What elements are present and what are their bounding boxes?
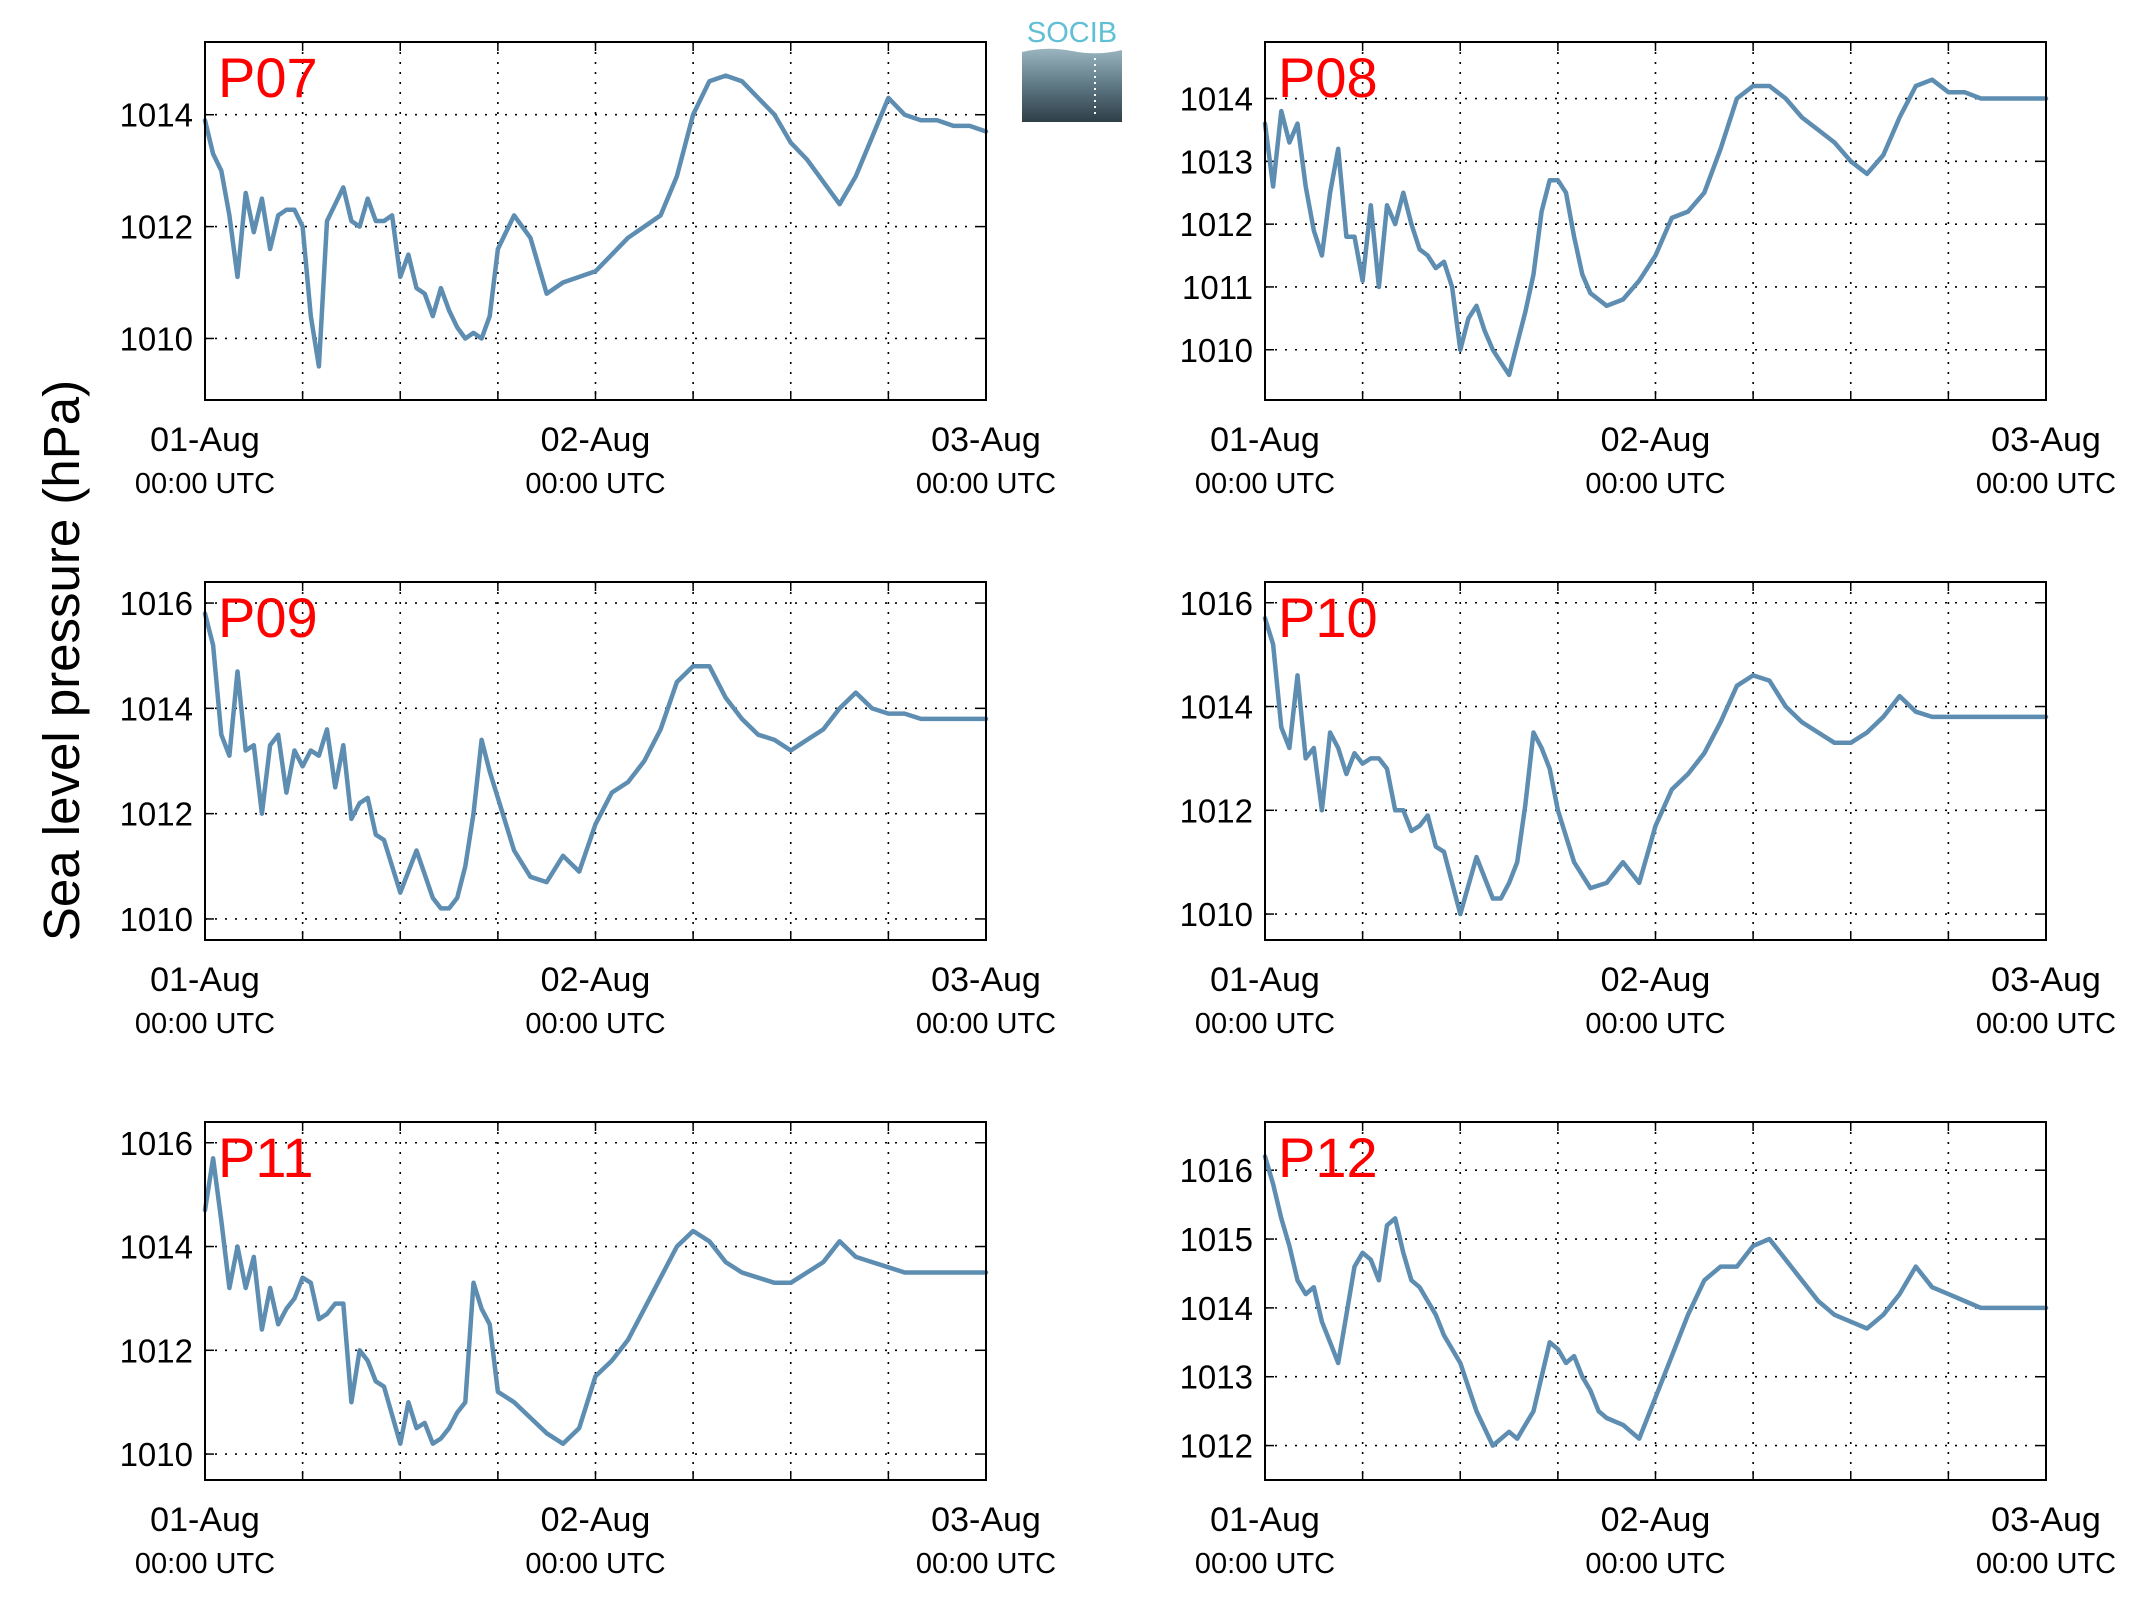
x-tick-sublabel: 00:00 UTC — [135, 468, 275, 500]
plot-area — [1265, 582, 2046, 940]
plot-area — [205, 42, 986, 400]
socib-logo: SOCIB — [1022, 18, 1122, 122]
panel-title: P12 — [1278, 1126, 1378, 1189]
x-tick-label: 02-Aug — [541, 961, 651, 999]
y-tick-label: 1014 — [1180, 1290, 1253, 1327]
x-tick-label: 03-Aug — [931, 961, 1041, 999]
x-tick-label: 01-Aug — [1210, 421, 1320, 459]
x-tick-sublabel: 00:00 UTC — [1585, 468, 1725, 500]
panel-p10: 1010 1012 1014 1016 01-Aug 00:00 UTC 02-Aug 00:… — [1180, 581, 2116, 1040]
x-tick-label: 03-Aug — [1991, 421, 2101, 459]
y-tick-label: 1010 — [120, 320, 193, 357]
axes-frame — [204, 41, 987, 401]
x-tick-label: 02-Aug — [541, 421, 651, 459]
x-tick-sublabel: 00:00 UTC — [1195, 1548, 1335, 1580]
axes-frame — [1264, 41, 2047, 401]
x-tick-sublabel: 00:00 UTC — [1195, 1008, 1335, 1040]
x-tick-label: 03-Aug — [1991, 1501, 2101, 1539]
y-tick-label: 1012 — [1180, 792, 1253, 829]
panel-p12: 1012 1013 1014 1015 1016 01-Aug 00:00 UTC 02-Au… — [1180, 1121, 2116, 1580]
x-tick-label: 01-Aug — [150, 961, 260, 999]
series-line — [202, 1156, 989, 1446]
y-tick-label: 1010 — [120, 901, 193, 938]
y-tick-label: 1016 — [1180, 1152, 1253, 1189]
x-tick-sublabel: 00:00 UTC — [525, 1548, 665, 1580]
panel-p07: 1010 1012 1014 01-Aug 00:00 UTC 02-Aug 00:00 U… — [120, 41, 1056, 500]
panel-p09: 1010 1012 1014 1016 01-Aug 00:00 UTC 02-Aug 00:… — [120, 581, 1056, 1040]
x-tick-label: 01-Aug — [150, 1501, 260, 1539]
x-tick-sublabel: 00:00 UTC — [525, 468, 665, 500]
socib-logo-text: SOCIB — [1027, 18, 1117, 49]
axes-frame — [204, 1121, 987, 1481]
x-tick-sublabel: 00:00 UTC — [1585, 1008, 1725, 1040]
y-tick-label: 1010 — [1180, 332, 1253, 369]
x-tick-label: 02-Aug — [541, 1501, 651, 1539]
y-tick-label: 1012 — [120, 1332, 193, 1369]
panel-title: P07 — [218, 46, 318, 109]
x-tick-label: 03-Aug — [1991, 961, 2101, 999]
x-tick-sublabel: 00:00 UTC — [525, 1008, 665, 1040]
y-tick-label: 1016 — [120, 1125, 193, 1162]
y-tick-label: 1013 — [1180, 1359, 1253, 1396]
x-tick-sublabel: 00:00 UTC — [916, 1548, 1056, 1580]
y-tick-label: 1014 — [1180, 81, 1253, 118]
x-tick-sublabel: 00:00 UTC — [1976, 1548, 2116, 1580]
plot-area — [1265, 1122, 2046, 1480]
plot-area — [205, 582, 986, 940]
y-tick-label: 1012 — [120, 796, 193, 833]
panel-title: P09 — [218, 586, 318, 649]
x-tick-label: 01-Aug — [1210, 961, 1320, 999]
y-tick-label: 1012 — [1180, 206, 1253, 243]
x-tick-label: 02-Aug — [1601, 1501, 1711, 1539]
x-tick-sublabel: 00:00 UTC — [916, 468, 1056, 500]
x-tick-label: 02-Aug — [1601, 961, 1711, 999]
panel-title: P08 — [1278, 46, 1378, 109]
x-tick-sublabel: 00:00 UTC — [916, 1008, 1056, 1040]
x-tick-sublabel: 00:00 UTC — [1585, 1548, 1725, 1580]
series-line — [202, 73, 989, 369]
x-tick-sublabel: 00:00 UTC — [1976, 468, 2116, 500]
series-line — [202, 611, 989, 911]
y-tick-label: 1014 — [120, 690, 193, 727]
panel-p08: 1010 1011 1012 1013 1014 01-Aug 00:00 UTC 02-Au… — [1180, 41, 2116, 500]
panel-p11: 1010 1012 1014 1016 01-Aug 00:00 UTC 02-Aug 00:… — [120, 1121, 1056, 1580]
y-tick-label: 1014 — [1180, 689, 1253, 726]
y-tick-label: 1011 — [1182, 269, 1253, 306]
y-tick-label: 1012 — [1180, 1428, 1253, 1465]
series-line — [1262, 77, 2049, 378]
x-tick-sublabel: 00:00 UTC — [1976, 1008, 2116, 1040]
y-tick-label: 1010 — [120, 1436, 193, 1473]
y-tick-label: 1014 — [120, 97, 193, 134]
y-tick-label: 1013 — [1180, 143, 1253, 180]
axes-frame — [1264, 1121, 2047, 1481]
axes-frame — [204, 581, 987, 941]
plot-area — [1265, 42, 2046, 400]
y-tick-label: 1014 — [120, 1229, 193, 1266]
plot-area — [205, 1122, 986, 1480]
x-tick-sublabel: 00:00 UTC — [1195, 468, 1335, 500]
y-tick-label: 1015 — [1180, 1221, 1253, 1258]
y-tick-label: 1010 — [1180, 896, 1253, 933]
x-tick-label: 03-Aug — [931, 1501, 1041, 1539]
y-tick-label: 1012 — [120, 209, 193, 246]
y-tick-label: 1016 — [120, 585, 193, 622]
x-tick-label: 03-Aug — [931, 421, 1041, 459]
x-tick-sublabel: 00:00 UTC — [135, 1548, 275, 1580]
panel-title: P11 — [218, 1126, 313, 1189]
x-tick-label: 02-Aug — [1601, 421, 1711, 459]
panel-title: P10 — [1278, 586, 1378, 649]
x-tick-sublabel: 00:00 UTC — [135, 1008, 275, 1040]
series-line — [1262, 616, 2049, 917]
y-tick-label: 1016 — [1180, 585, 1253, 622]
axes-frame — [1264, 581, 2047, 941]
series-line — [1262, 1154, 2049, 1448]
x-tick-label: 01-Aug — [150, 421, 260, 459]
x-tick-label: 01-Aug — [1210, 1501, 1320, 1539]
